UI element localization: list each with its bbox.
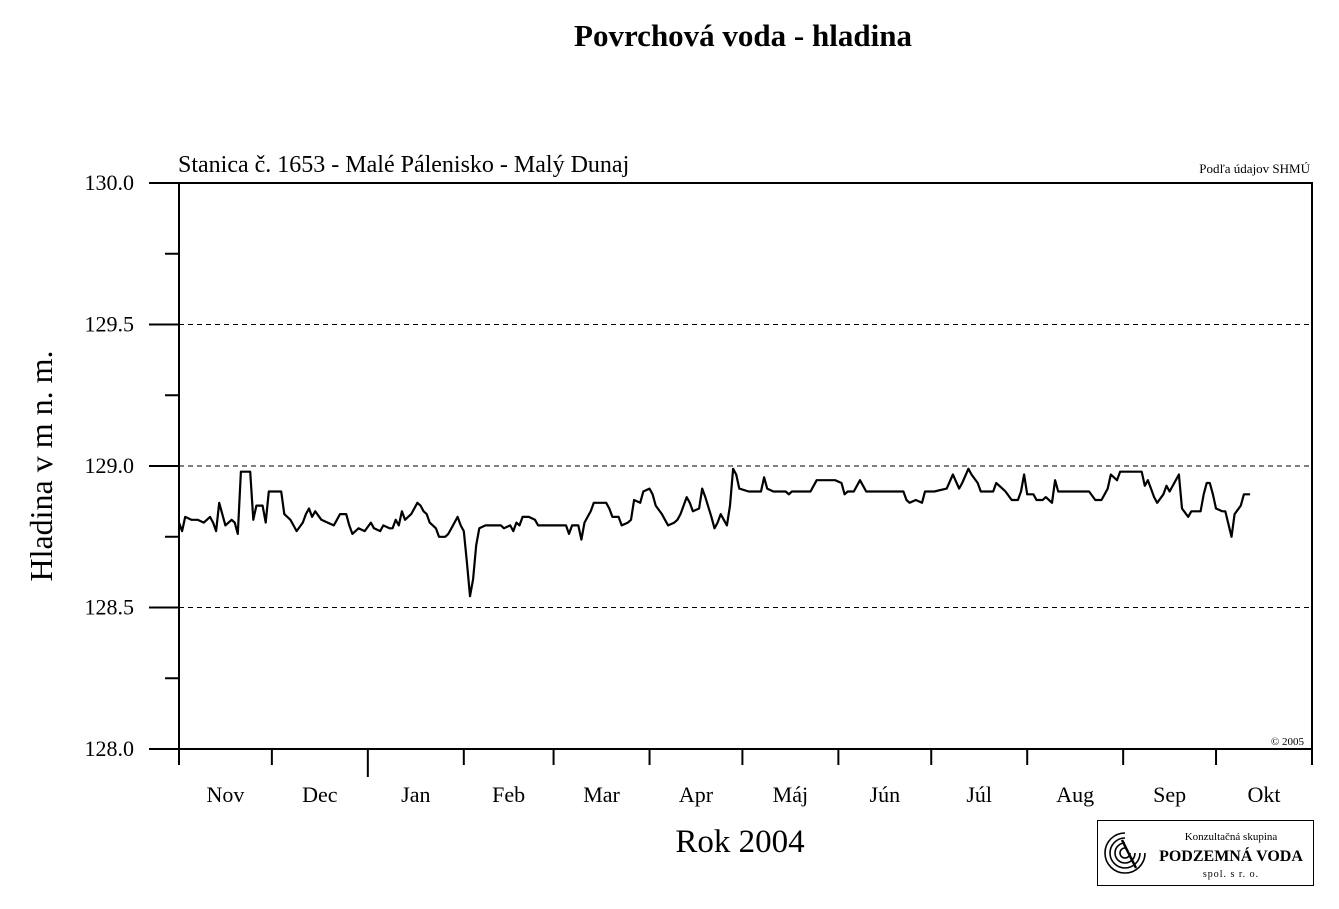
copyright-note: © 2005 [1271, 736, 1305, 748]
company-logo: Konzultačná skupina PODZEMNÁ VODA spol. … [1097, 820, 1314, 886]
x-tick-label: Jan [401, 782, 430, 807]
chart-subtitle: Stanica č. 1653 - Malé Pálenisko - Malý … [178, 152, 629, 178]
logo-text-line-3: spol. s r. o. [1202, 869, 1260, 880]
y-tick-label: 129.5 [85, 312, 135, 337]
y-tick-label: 128.0 [85, 736, 135, 761]
x-tick-label: Sep [1153, 782, 1186, 807]
chart-title: Povrchová voda - hladina [574, 18, 912, 53]
x-tick-label: Feb [492, 782, 525, 807]
x-tick-label: Jún [870, 782, 901, 807]
x-tick-label: Júl [966, 782, 992, 807]
x-axis-label: Rok 2004 [675, 824, 804, 860]
x-axis-ticks: Nov Dec Jan Feb Mar Apr Máj Jún Júl Aug Sep Okt [178, 749, 1313, 807]
x-tick-label: Aug [1056, 782, 1094, 807]
series-line-0 [177, 467, 1251, 598]
x-tick-label: Mar [583, 782, 620, 807]
y-axis-ticks: 130.0 129.5 129.0 128.5 128.0 [85, 170, 179, 761]
y-tick-label: 129.0 [85, 453, 135, 478]
logo-text-line-1: Konzultačná skupina [1184, 831, 1278, 843]
y-tick-label: 128.5 [85, 595, 135, 620]
series-layer [177, 467, 1251, 598]
logo-text-line-2: PODZEMNÁ VODA [1159, 848, 1303, 865]
y-tick-label: 130.0 [85, 170, 135, 195]
source-note: Podľa údajov SHMÚ [1199, 161, 1310, 176]
logo-mark-icon [1104, 832, 1146, 874]
x-tick-label: Nov [206, 782, 244, 807]
x-tick-label: Dec [302, 782, 338, 807]
gridlines [179, 324, 1312, 608]
y-axis-label: Hladina v m n. m. [23, 350, 59, 581]
x-tick-label: Okt [1248, 782, 1281, 807]
x-tick-label: Máj [773, 782, 808, 807]
x-tick-label: Apr [679, 782, 714, 807]
